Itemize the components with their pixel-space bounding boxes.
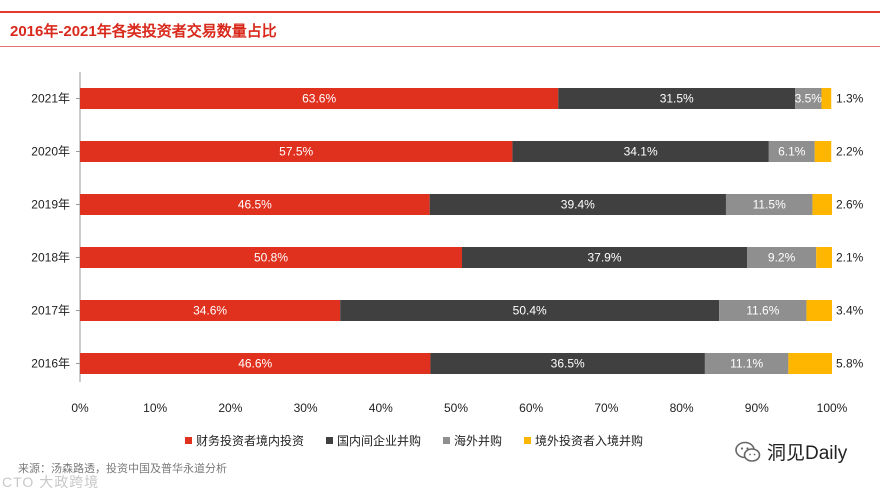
bar-segment <box>558 88 796 109</box>
data-label: 3.4% <box>836 304 864 318</box>
bar-segment <box>719 300 807 321</box>
bar-segment <box>788 353 832 374</box>
legend-label: 国内间企业并购 <box>337 434 422 448</box>
bar-segment <box>747 247 817 268</box>
bar-segment <box>725 194 813 215</box>
data-label: 3.5% <box>795 92 823 106</box>
data-label: 31.5% <box>660 92 694 106</box>
data-label: 39.4% <box>561 198 595 212</box>
bar-segment <box>816 247 832 268</box>
x-tick-label: 80% <box>670 401 694 415</box>
data-label: 9.2% <box>768 251 796 265</box>
data-label: 11.6% <box>746 304 779 318</box>
x-tick-label: 90% <box>745 401 769 415</box>
legend-swatch <box>326 437 334 444</box>
data-label: 6.1% <box>778 145 806 159</box>
data-label: 5.8% <box>836 357 864 371</box>
legend-item: 境外投资者入境并购 <box>524 432 643 449</box>
brand-name: 洞见Daily <box>767 443 848 464</box>
x-tick-label: 0% <box>71 401 89 415</box>
bar-segment <box>80 353 431 374</box>
data-label: 57.5% <box>279 145 313 159</box>
bar-segment <box>80 247 463 268</box>
legend-item: 国内间企业并购 <box>326 432 421 449</box>
x-tick-label: 60% <box>519 401 543 415</box>
chart-legend: 财务投资者境内投资 国内间企业并购 海外并购 境外投资者入境并购 <box>185 432 643 449</box>
x-tick-label: 30% <box>294 401 318 415</box>
bar-segment <box>768 141 815 162</box>
chart-title: 2016年-2021年各类投资者交易数量占比 <box>10 23 277 40</box>
source-note: 来源：汤森路透，投资中国及普华永道分析 <box>18 460 227 476</box>
legend-label: 境外投资者入境并购 <box>535 434 644 448</box>
x-tick-label: 10% <box>143 401 167 415</box>
bar-segment <box>340 300 720 321</box>
data-label: 46.5% <box>238 198 272 212</box>
data-label: 50.8% <box>254 251 288 265</box>
data-label: 2.1% <box>836 251 864 265</box>
bar-segment <box>462 247 748 268</box>
source-text: 来源：汤森路透，投资中国及普华永道分析 <box>18 463 227 475</box>
x-tick-label: 40% <box>369 401 393 415</box>
legend-label: 财务投资者境内投资 <box>196 434 305 448</box>
bar-segment <box>821 88 832 109</box>
x-tick-label: 20% <box>218 401 242 415</box>
data-label: 37.9% <box>588 251 622 265</box>
top-rule <box>0 11 880 13</box>
bar-segment <box>80 141 513 162</box>
data-label: 50.4% <box>513 304 547 318</box>
bar-segment <box>80 88 559 109</box>
data-label: 63.6% <box>302 92 336 106</box>
data-label: 34.6% <box>193 304 227 318</box>
y-tick-label: 2020年 <box>31 145 70 159</box>
legend-item: 财务投资者境内投资 <box>185 432 304 449</box>
data-label: 11.1% <box>730 357 763 371</box>
x-tick-label: 100% <box>817 401 848 415</box>
bar-segment <box>80 194 430 215</box>
y-tick-label: 2018年 <box>31 251 70 265</box>
x-tick-label: 70% <box>594 401 618 415</box>
bar-segment <box>80 300 341 321</box>
data-label: 36.5% <box>551 357 585 371</box>
data-label: 2.2% <box>836 145 864 159</box>
bar-segment <box>512 141 769 162</box>
x-tick-label: 50% <box>444 401 468 415</box>
bar-segment <box>704 353 789 374</box>
y-tick-label: 2017年 <box>31 304 70 318</box>
data-label: 46.6% <box>238 357 272 371</box>
data-label: 34.1% <box>624 145 658 159</box>
legend-swatch <box>524 437 532 444</box>
legend-item: 海外并购 <box>443 432 502 449</box>
bar-segment <box>812 194 832 215</box>
y-tick-label: 2019年 <box>31 198 70 212</box>
y-tick-label: 2016年 <box>31 357 70 371</box>
bar-segment <box>806 300 832 321</box>
data-label: 1.3% <box>836 92 864 106</box>
bar-segment <box>795 88 822 109</box>
watermark-text: CTO 大政跨境 <box>2 474 100 490</box>
legend-swatch <box>185 437 192 444</box>
data-label: 2.6% <box>836 198 864 212</box>
legend-label: 海外并购 <box>454 434 503 448</box>
bar-segment <box>814 141 832 162</box>
data-label: 11.5% <box>753 198 786 212</box>
brand-watermark: 洞见Daily <box>735 438 847 465</box>
bar-segment <box>430 353 705 374</box>
y-tick-label: 2021年 <box>31 92 70 106</box>
bar-segment <box>429 194 726 215</box>
wechat-icon <box>735 441 761 462</box>
legend-swatch <box>443 437 451 444</box>
title-rule <box>0 46 880 47</box>
